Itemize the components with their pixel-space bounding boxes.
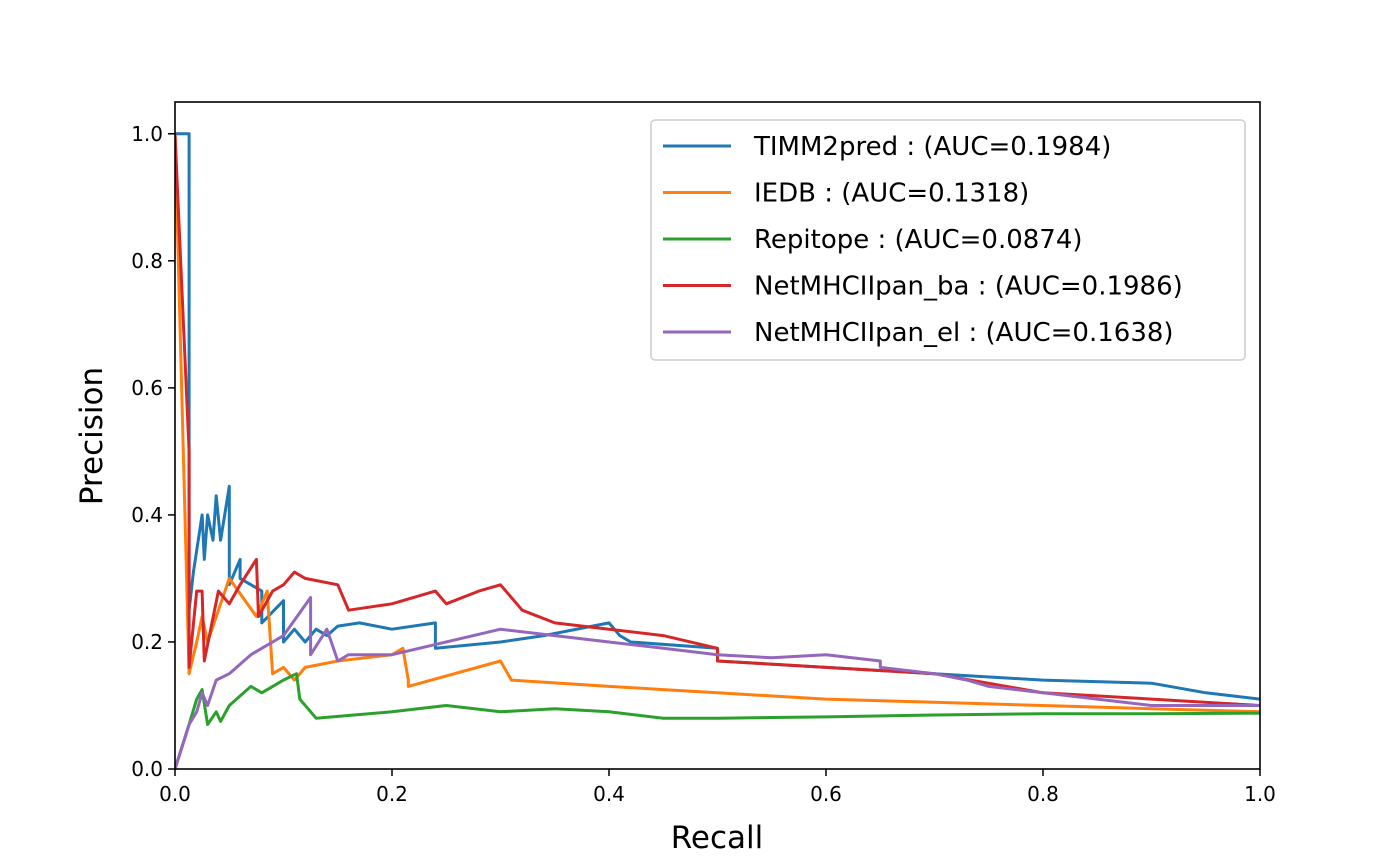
series-line-4 (175, 133, 1260, 707)
y-tick-label: 0.6 (131, 376, 163, 400)
legend-label-2: IEDB : (AUC=0.1318) (754, 179, 1029, 209)
y-tick-label: 0.0 (131, 757, 163, 781)
y-tick-label: 0.8 (131, 249, 163, 273)
legend-label-3: Repitope : (AUC=0.0874) (754, 225, 1083, 255)
y-axis-ticks: 0.0 0.2 0.4 0.6 0.8 1.0 (131, 122, 175, 781)
x-tick-label: 0.0 (159, 782, 191, 806)
series-line-5 (175, 596, 1260, 769)
y-tick-label: 0.4 (131, 503, 163, 527)
x-tick-label: 0.4 (593, 782, 625, 806)
legend-label-5: NetMHCIIpan_el : (AUC=0.1638) (754, 318, 1174, 348)
legend: TIMM2pred : (AUC=0.1984) IEDB : (AUC=0.13… (650, 119, 1246, 361)
x-tick-label: 0.6 (810, 782, 842, 806)
x-tick-label: 0.8 (1027, 782, 1059, 806)
series-line-3 (175, 672, 1260, 769)
legend-label-4: NetMHCIIpan_ba : (AUC=0.1986) (754, 272, 1183, 302)
y-axis-label: Precision (74, 367, 110, 505)
x-tick-label: 1.0 (1244, 782, 1276, 806)
plot-frame (174, 101, 1261, 770)
x-tick-label: 0.2 (376, 782, 408, 806)
series-layer (175, 132, 1260, 769)
legend-label-1: TIMM2pred : (AUC=0.1984) (753, 132, 1111, 162)
x-axis-label: Recall (671, 820, 764, 856)
y-tick-label: 1.0 (131, 122, 163, 146)
y-tick-label: 0.2 (131, 630, 163, 654)
x-axis-ticks: 0.0 0.2 0.4 0.6 0.8 1.0 (159, 769, 1276, 806)
legend-box (650, 119, 1246, 361)
